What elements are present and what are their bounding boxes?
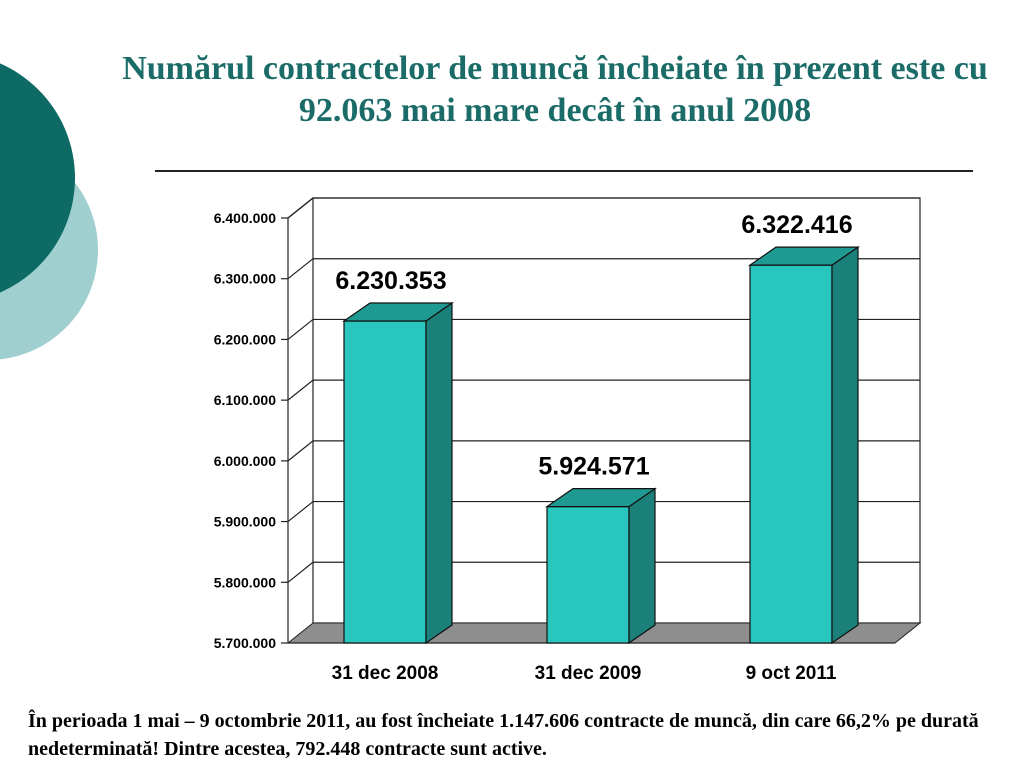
gridline	[287, 379, 920, 401]
bar-front	[749, 264, 833, 644]
x-category-label: 9 oct 2011	[746, 663, 837, 684]
bar-front	[546, 506, 630, 644]
gridline	[287, 318, 920, 340]
bar-top	[748, 246, 860, 266]
bar-value-label: 5.924.571	[538, 453, 649, 481]
bar-side	[831, 245, 859, 645]
bar-value-label: 6.322.416	[741, 211, 852, 239]
gridline	[287, 197, 920, 219]
y-tick-label: 6.000.000	[214, 453, 276, 469]
title-divider	[155, 170, 973, 172]
gridline	[287, 500, 920, 523]
y-tick-label: 6.100.000	[214, 392, 276, 408]
x-category-label: 31 dec 2008	[332, 663, 439, 684]
gridline	[287, 258, 920, 280]
bar-front	[343, 320, 427, 644]
decorative-circle-dark	[0, 63, 75, 293]
decorative-circles	[0, 63, 98, 360]
bar-top	[342, 302, 454, 322]
bar-top	[545, 488, 657, 508]
y-tick-label: 6.200.000	[214, 331, 276, 347]
y-tick-label: 6.300.000	[214, 271, 276, 287]
x-category-label: 31 dec 2009	[535, 663, 642, 684]
gridline	[287, 440, 920, 462]
slide-title: Numărul contractelor de muncă încheiate …	[122, 50, 988, 129]
y-tick-label: 5.800.000	[214, 574, 276, 590]
bar-side	[628, 487, 656, 645]
bar-chart: 5.700.000 5.800.000 5.900.000 6.000.000 6.10…	[214, 197, 922, 684]
y-tick-label: 6.400.000	[214, 210, 276, 226]
gridline	[287, 561, 920, 583]
bar-value-label: 6.230.353	[335, 267, 446, 295]
bar-side	[425, 301, 453, 645]
y-tick-label: 5.700.000	[214, 635, 276, 651]
y-tick-label: 5.900.000	[214, 514, 276, 530]
slide-footer-note: În perioada 1 mai – 9 octombrie 2011, au…	[28, 710, 979, 760]
